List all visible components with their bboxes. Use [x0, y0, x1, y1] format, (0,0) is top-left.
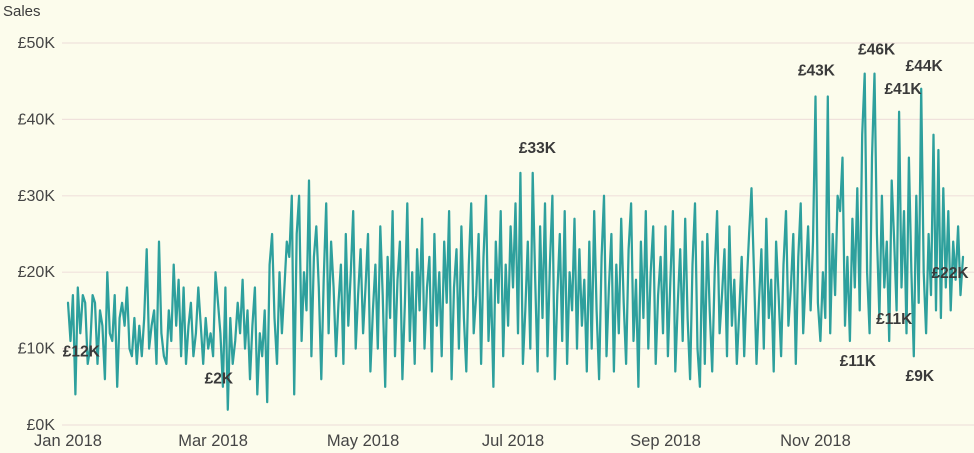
sales-series-line	[66, 72, 965, 411]
svg-text:Jul 2018: Jul 2018	[482, 432, 544, 450]
svg-text:£41K: £41K	[885, 81, 923, 98]
svg-text:£46K: £46K	[858, 42, 896, 59]
svg-text:May 2018: May 2018	[327, 432, 399, 450]
x-axis-labels: Jan 2018 Mar 2018 May 2018 Jul 2018 Sep 2018…	[34, 432, 851, 450]
svg-text:Nov 2018: Nov 2018	[780, 432, 851, 450]
svg-text:£43K: £43K	[798, 62, 836, 79]
svg-text:£11K: £11K	[840, 353, 877, 370]
svg-text:£40K: £40K	[18, 111, 56, 128]
svg-text:Jan 2018: Jan 2018	[34, 432, 102, 450]
svg-text:£22K: £22K	[931, 265, 969, 282]
svg-text:£50K: £50K	[18, 35, 56, 52]
svg-text:£30K: £30K	[18, 188, 56, 205]
y-axis-labels: £0K £10K £20K £30K £40K £50K	[18, 35, 56, 434]
data-point-labels: £12K £2K £33K £43K £46K £41K £44K £11K £11K £9K £2…	[63, 42, 970, 388]
chart-title: Sales	[3, 3, 41, 20]
svg-text:£20K: £20K	[18, 264, 56, 281]
svg-text:£0K: £0K	[27, 417, 56, 434]
svg-text:£33K: £33K	[519, 140, 557, 157]
svg-text:Mar 2018: Mar 2018	[178, 432, 248, 450]
svg-text:£9K: £9K	[906, 368, 935, 385]
svg-text:£12K: £12K	[63, 343, 101, 360]
svg-text:Sep 2018: Sep 2018	[630, 432, 701, 450]
svg-text:£10K: £10K	[18, 341, 56, 358]
svg-text:£2K: £2K	[205, 371, 234, 388]
svg-text:£44K: £44K	[906, 58, 944, 75]
svg-text:£11K: £11K	[876, 311, 913, 328]
